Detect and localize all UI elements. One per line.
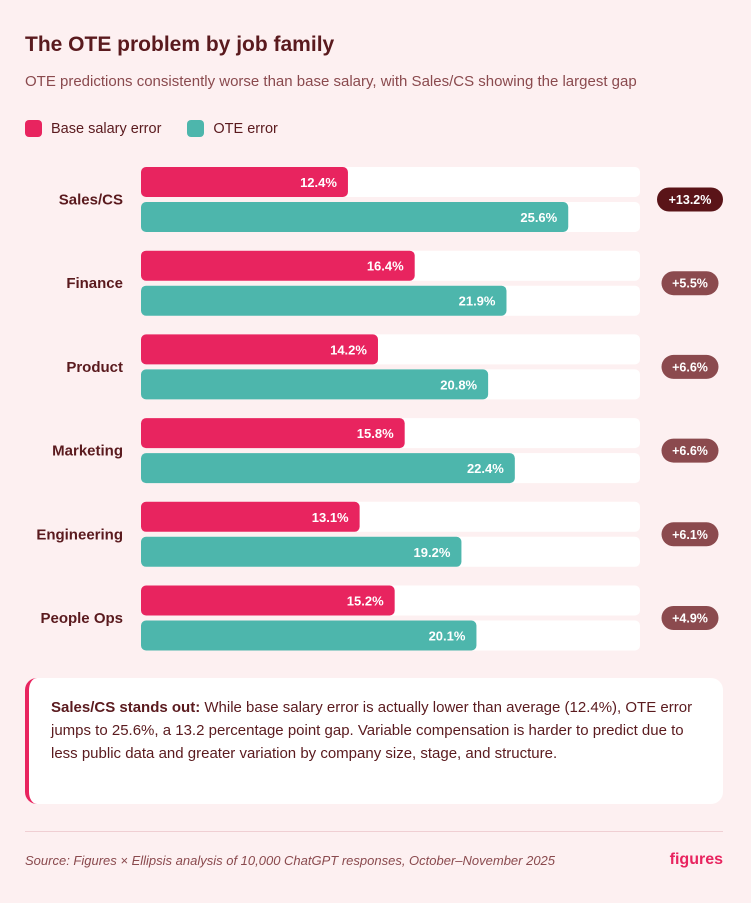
legend-swatch-base	[25, 120, 42, 137]
callout-body: While base salary error is actually lowe…	[51, 699, 693, 762]
gap-badge-finance	[661, 271, 719, 296]
base-value-label-engineering: 13.1%	[312, 510, 349, 525]
gap-badge-sales-cs	[657, 187, 723, 212]
legend-item-base: Base salary error	[25, 120, 161, 137]
base-value-label-product: 14.2%	[330, 342, 367, 357]
insight-callout: Sales/CS stands out: While base salary e…	[25, 678, 723, 804]
base-bar-sales-cs	[141, 167, 348, 197]
ote-bar-finance	[141, 285, 507, 316]
ote-value-label-people-ops: 20.1%	[429, 629, 466, 644]
ote-value-label-product: 20.8%	[440, 377, 477, 392]
ote-bar-sales-cs	[141, 202, 569, 232]
base-value-label-finance: 16.4%	[367, 259, 404, 274]
ote-bar-people-ops	[141, 620, 477, 651]
bar-chart: Sales/CS 12.4% 25.6% +13.2% Finance 16.4% 21.9…	[36, 167, 723, 651]
chart-title: The OTE problem by job family	[25, 33, 335, 56]
legend-label-base: Base salary error	[51, 120, 162, 137]
source-note: Source: Figures × Ellipsis analysis of 1…	[25, 853, 556, 868]
gap-badge-label-finance: +5.5%	[672, 277, 708, 291]
category-label-marketing: Marketing	[52, 443, 123, 460]
ote-value-label-marketing: 22.4%	[467, 461, 504, 476]
legend-swatch-ote	[187, 120, 205, 137]
category-label-finance: Finance	[66, 275, 123, 292]
gap-badge-label-product: +6.6%	[672, 360, 708, 374]
base-bar-marketing	[141, 418, 405, 449]
ote-bar-marketing	[141, 453, 515, 484]
gap-badge-product	[661, 354, 719, 379]
ote-bar-product	[141, 369, 489, 400]
base-bar-finance	[141, 250, 415, 281]
base-value-label-sales-cs: 12.4%	[300, 175, 337, 190]
base-bar-engineering	[141, 501, 360, 532]
legend-item-ote: OTE error	[187, 120, 278, 137]
ote-value-label-engineering: 19.2%	[414, 545, 451, 560]
brand-logo: figures	[669, 851, 723, 868]
ote-value-label-finance: 21.9%	[459, 294, 496, 309]
ote-bar-engineering	[141, 536, 462, 567]
gap-badge-label-engineering: +6.1%	[672, 528, 708, 542]
footer-divider	[25, 831, 723, 832]
category-label-sales-cs: Sales/CS	[59, 192, 123, 209]
legend: Base salary error OTE error	[25, 120, 304, 137]
base-value-label-marketing: 15.8%	[357, 426, 394, 441]
legend-label-ote: OTE error	[213, 120, 278, 137]
ote-value-label-sales-cs: 25.6%	[520, 210, 557, 225]
gap-badge-label-people-ops: +4.9%	[672, 612, 708, 626]
base-value-label-people-ops: 15.2%	[347, 594, 384, 609]
category-label-people-ops: People Ops	[40, 610, 123, 627]
gap-badge-people-ops	[661, 606, 719, 630]
gap-badge-label-marketing: +6.6%	[672, 444, 708, 458]
base-bar-product	[141, 334, 378, 365]
callout-lead: Sales/CS stands out:	[51, 699, 201, 716]
category-label-engineering: Engineering	[36, 526, 123, 543]
gap-badge-label-sales-cs: +13.2%	[669, 193, 712, 207]
category-label-product: Product	[66, 359, 123, 376]
base-bar-people-ops	[141, 585, 395, 616]
chart-subtitle: OTE predictions consistently worse than …	[25, 73, 637, 90]
gap-badge-engineering	[661, 522, 719, 547]
gap-badge-marketing	[661, 438, 719, 463]
